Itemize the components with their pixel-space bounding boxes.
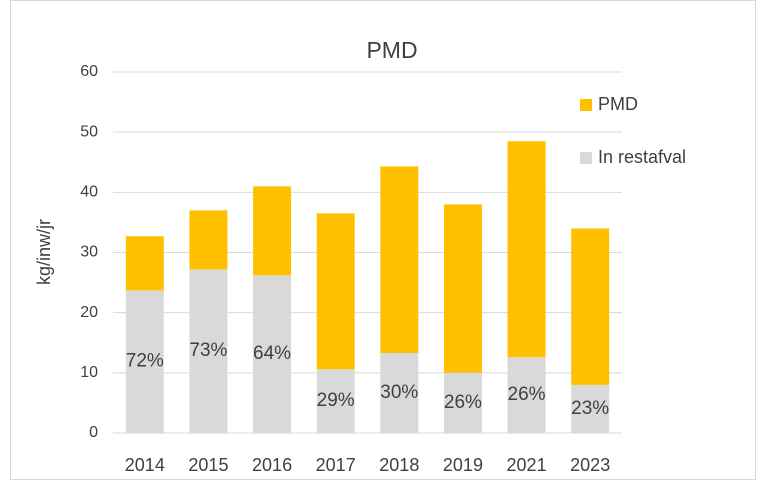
data-label: 26% <box>444 392 482 413</box>
bar-segment <box>316 213 355 370</box>
bar-segment <box>507 141 546 358</box>
data-label: 26% <box>508 384 546 405</box>
y-tick-label: 0 <box>89 424 98 441</box>
bar-segment <box>253 186 292 276</box>
y-tick-label: 30 <box>80 244 98 261</box>
legend-swatch <box>580 99 592 111</box>
legend-label: PMD <box>598 94 638 114</box>
bar-segment <box>189 269 228 433</box>
x-tick-label: 2019 <box>443 455 483 475</box>
data-label: 72% <box>126 351 164 372</box>
legend-swatch <box>580 152 592 164</box>
legend-label: In restafval <box>598 147 686 167</box>
y-tick-label: 40 <box>80 184 98 201</box>
bar-segment <box>253 275 292 433</box>
y-tick-label: 60 <box>80 63 98 80</box>
bar-segment <box>316 369 355 433</box>
bar-segment <box>125 290 164 433</box>
x-tick-label: 2017 <box>316 455 356 475</box>
bar-segment <box>443 204 482 373</box>
x-tick-label: 2023 <box>570 455 610 475</box>
y-tick-label: 20 <box>80 304 98 321</box>
bar-segment <box>380 352 419 433</box>
y-axis-label: kg/inw/jr <box>34 219 54 285</box>
bar-segment <box>443 372 482 433</box>
data-label: 73% <box>189 340 227 361</box>
data-label: 23% <box>571 398 609 419</box>
bar-segment <box>125 236 164 291</box>
bar-segment <box>571 228 610 385</box>
x-tick-label: 2016 <box>252 455 292 475</box>
bar-segment <box>380 166 419 353</box>
data-label: 29% <box>317 390 355 411</box>
x-tick-label: 2015 <box>188 455 228 475</box>
data-label: 30% <box>380 382 418 403</box>
bar-segment <box>507 357 546 433</box>
bar-segment <box>189 210 228 270</box>
x-tick-label: 2014 <box>125 455 165 475</box>
y-tick-label: 50 <box>80 123 98 140</box>
bar-segment <box>571 384 610 433</box>
chart-title: PMD <box>366 37 417 63</box>
x-tick-label: 2021 <box>507 455 547 475</box>
x-tick-label: 2018 <box>379 455 419 475</box>
y-tick-label: 10 <box>80 364 98 381</box>
data-label: 64% <box>253 343 291 364</box>
